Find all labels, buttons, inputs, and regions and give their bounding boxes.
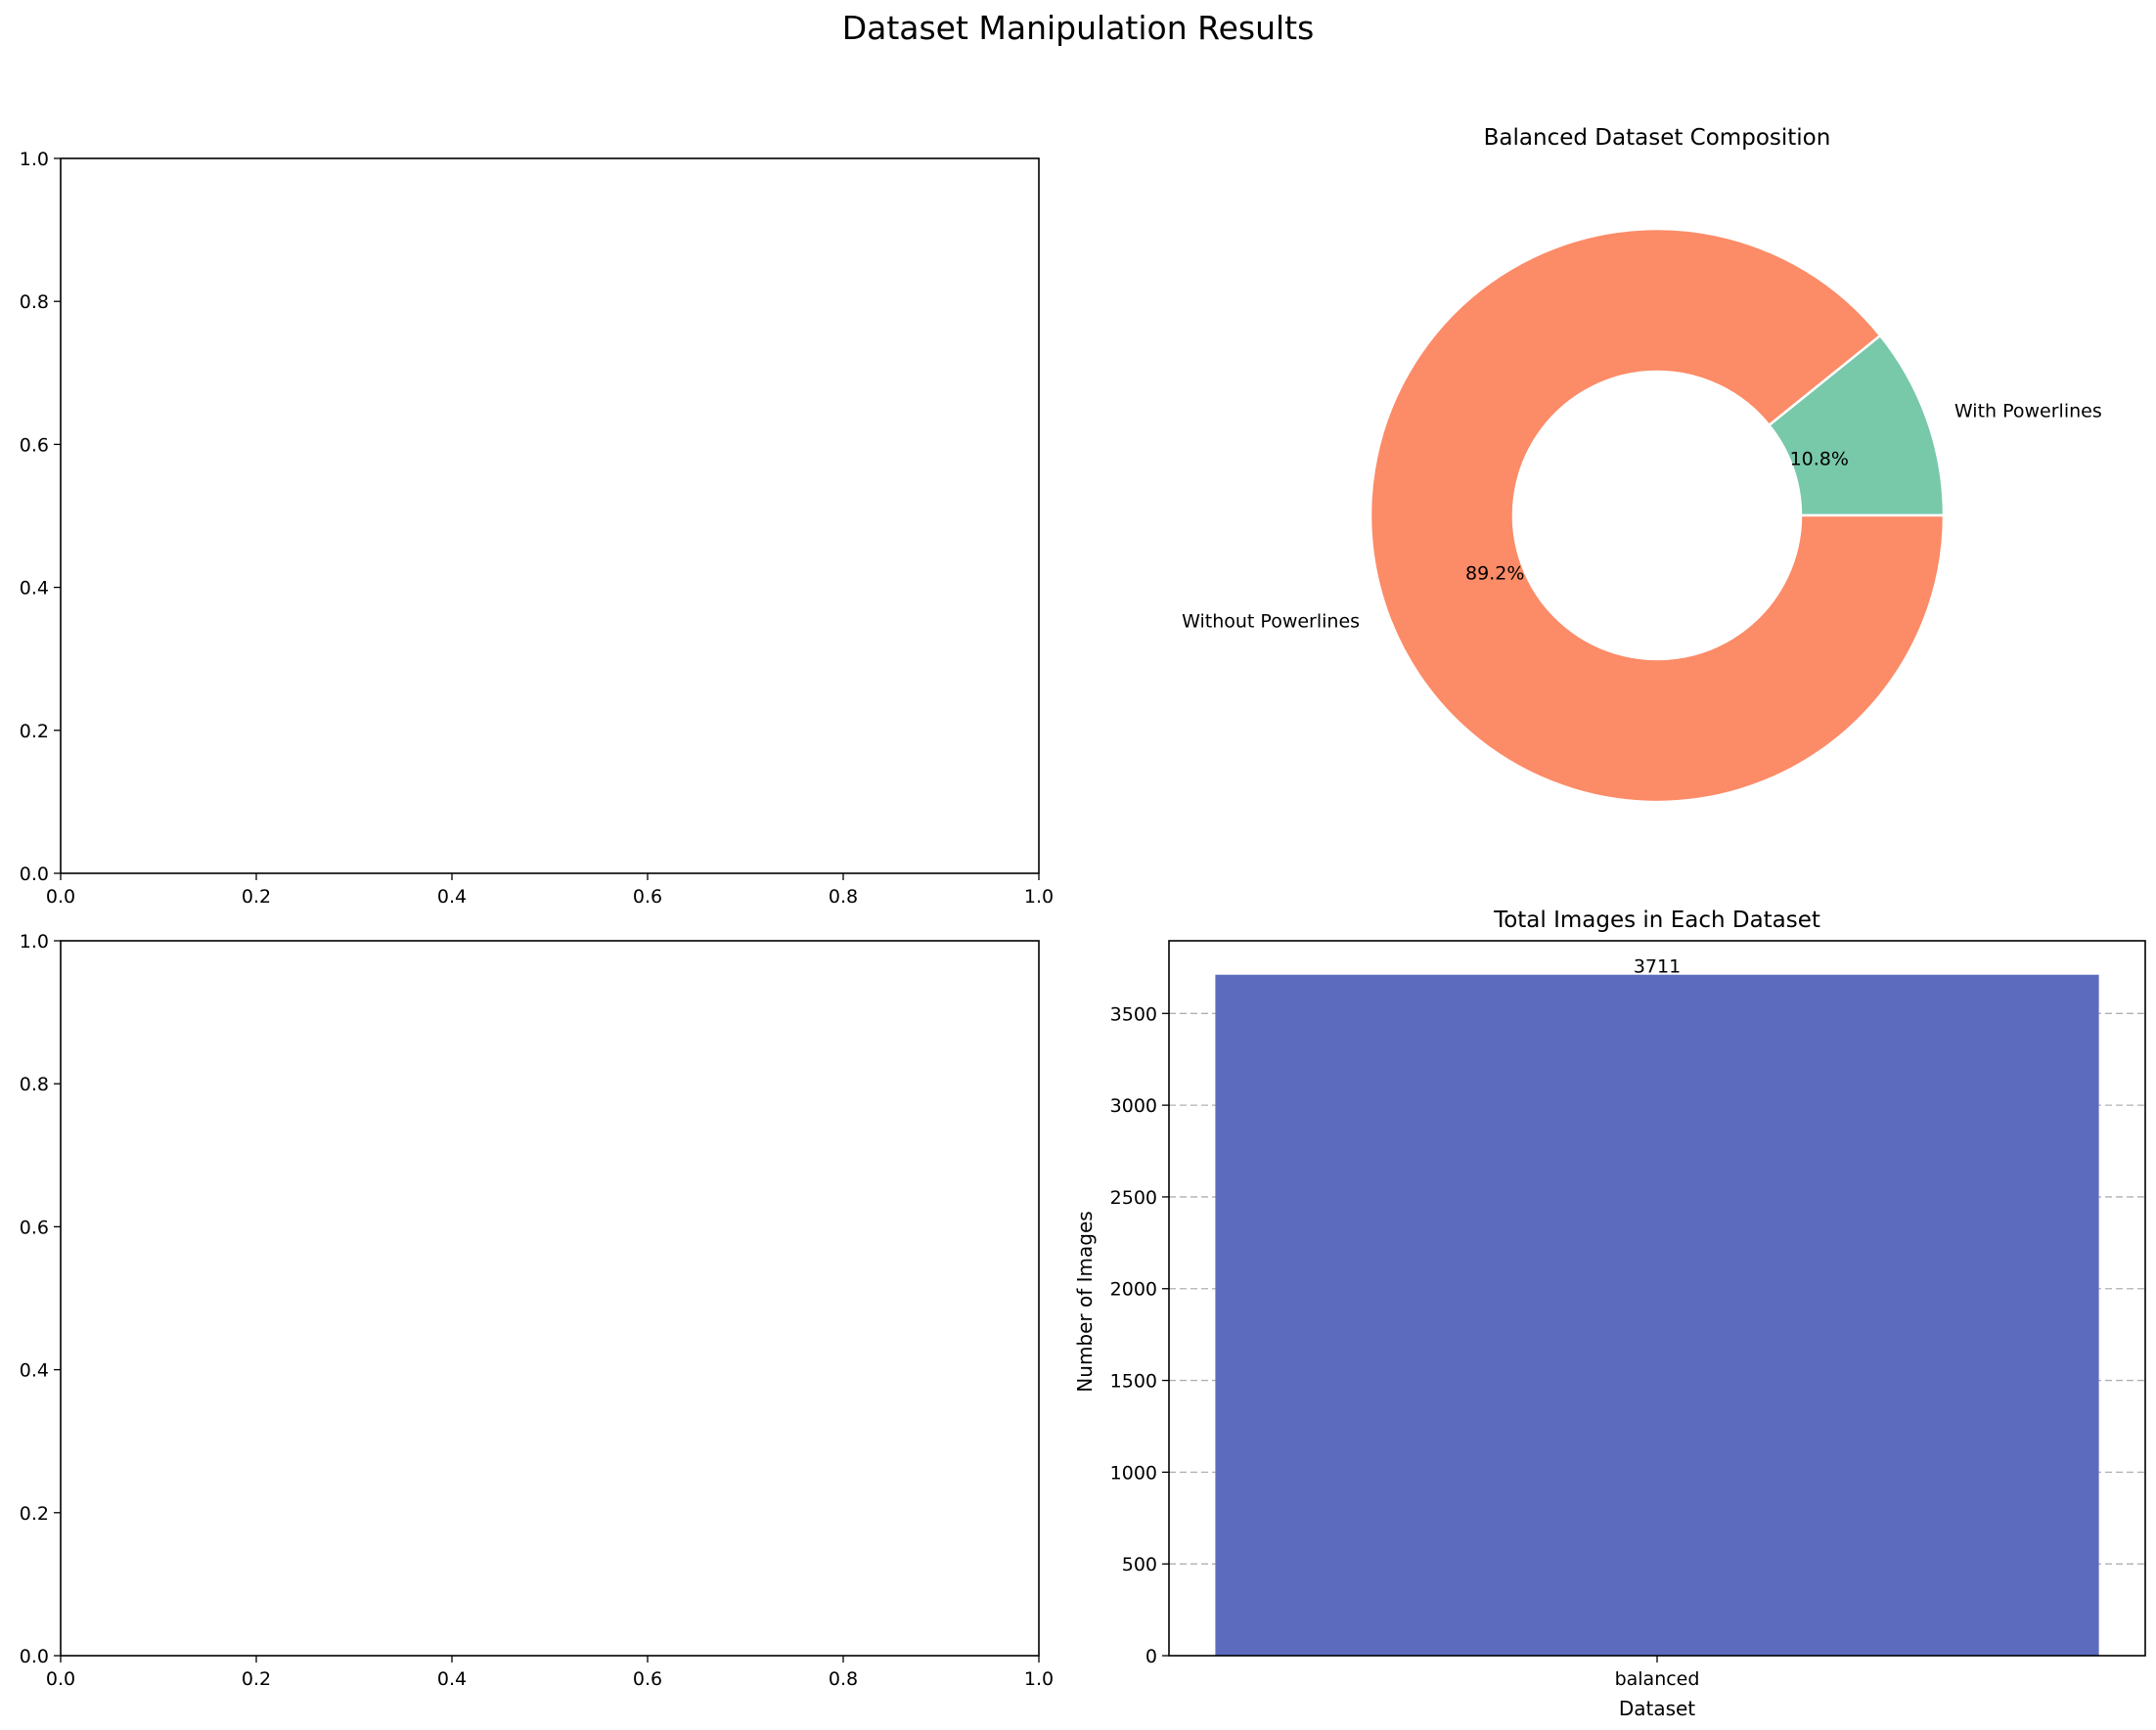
bar-chart-y-tick-label: 1000 — [1110, 1462, 1157, 1484]
bar-chart-y-tick-label: 500 — [1122, 1554, 1157, 1575]
top-left-x-tick-label: 0.4 — [437, 886, 467, 908]
bar-value-label: 3711 — [1634, 956, 1681, 978]
axes-frame-top-left — [60, 157, 1040, 874]
bottom-left-y-tick-label: 0.0 — [20, 1646, 49, 1667]
axes-frame-bottom-left — [60, 940, 1040, 1657]
bottom-left-x-tick-label: 0.0 — [46, 1668, 75, 1690]
top-left-y-tick-label: 0.2 — [20, 721, 49, 742]
donut-label-without-powerlines: Without Powerlines — [1182, 610, 1360, 632]
bar-chart: Total Images in Each Dataset Dataset Num… — [1073, 908, 2146, 1720]
bottom-left-x-tick-label: 0.6 — [633, 1668, 662, 1690]
top-left-x-tick-label: 0.0 — [46, 886, 75, 908]
top-left-x-tick-label: 0.2 — [242, 886, 271, 908]
top-left-y-tick-label: 0.4 — [20, 578, 49, 599]
bottom-left-y-tick-label: 0.2 — [20, 1503, 49, 1525]
bottom-left-y-tick-label: 0.4 — [20, 1360, 49, 1382]
bottom-left-y-tick-label: 1.0 — [20, 931, 49, 953]
bar-chart-y-tick-label: 3500 — [1110, 1003, 1157, 1025]
bottom-left-y-tick-label: 0.8 — [20, 1074, 49, 1095]
donut-percent-without-powerlines: 89.2% — [1465, 563, 1524, 585]
bottom-left-x-tick-label: 0.4 — [437, 1668, 467, 1690]
figure-suptitle: Dataset Manipulation Results — [842, 9, 1315, 47]
top-left-x-tick-label: 0.6 — [633, 886, 662, 908]
donut-chart-title: Balanced Dataset Composition — [1484, 125, 1831, 151]
bar-balanced — [1215, 974, 2099, 1656]
top-left-x-tick-label: 0.8 — [829, 886, 858, 908]
top-left-y-tick-label: 0.8 — [20, 291, 49, 313]
donut-chart: Balanced Dataset Composition With Powerl… — [1182, 125, 2102, 804]
empty-axes-bottom-left: 0.0 0.2 0.4 0.6 0.8 1.0 0.0 0.2 0.4 0.6 0.8 1.0 — [20, 931, 1054, 1690]
donut-label-with-powerlines: With Powerlines — [1954, 401, 2102, 422]
bar-chart-x-tick-label: balanced — [1615, 1668, 1700, 1690]
bar-chart-y-tick-label: 3000 — [1110, 1095, 1157, 1117]
bar-chart-xlabel: Dataset — [1619, 1697, 1695, 1720]
bar-chart-y-tick-label: 1500 — [1110, 1371, 1157, 1393]
top-left-y-tick-label: 0.0 — [20, 864, 49, 885]
bottom-left-x-tick-label: 0.2 — [242, 1668, 271, 1690]
bottom-left-x-tick-label: 1.0 — [1024, 1668, 1054, 1690]
axes-frame-bottom-right — [1168, 940, 2146, 1657]
donut-slice-without-powerlines — [1369, 227, 1946, 804]
empty-axes-top-left: 0.0 0.2 0.4 0.6 0.8 1.0 0.0 0.2 0.4 0.6 0.8 1.0 — [20, 149, 1054, 908]
donut-percent-with-powerlines: 10.8% — [1790, 448, 1849, 469]
top-left-x-tick-label: 1.0 — [1024, 886, 1054, 908]
bar-chart-ylabel: Number of Images — [1073, 1211, 1097, 1392]
top-left-y-tick-label: 0.6 — [20, 434, 49, 456]
top-left-y-tick-label: 1.0 — [20, 149, 49, 170]
bar-chart-y-tick-label: 0 — [1145, 1646, 1157, 1667]
bar-chart-y-tick-label: 2500 — [1110, 1187, 1157, 1209]
bar-chart-y-tick-label: 2000 — [1110, 1279, 1157, 1301]
bottom-left-x-tick-label: 0.8 — [829, 1668, 858, 1690]
bar-chart-title: Total Images in Each Dataset — [1493, 908, 1820, 933]
bottom-left-y-tick-label: 0.6 — [20, 1217, 49, 1238]
